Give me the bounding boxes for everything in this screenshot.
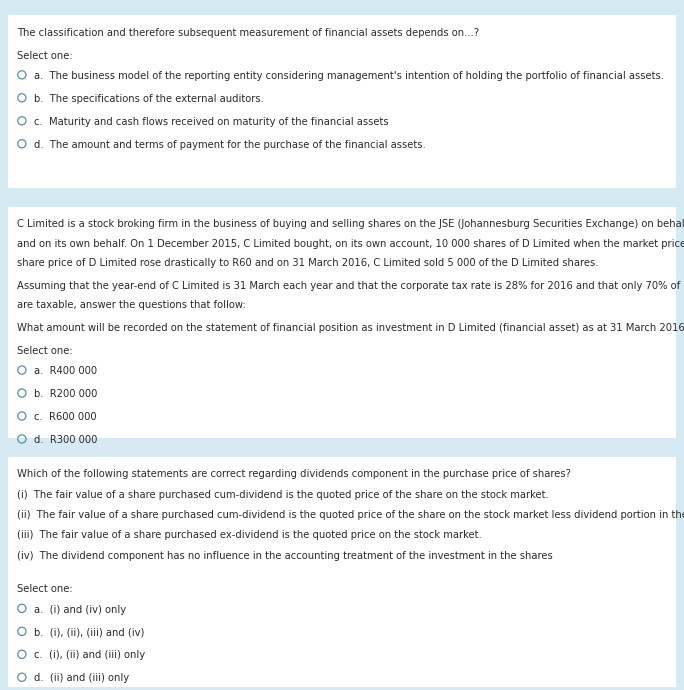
Text: c.  (i), (ii) and (iii) only: c. (i), (ii) and (iii) only — [34, 651, 145, 660]
Text: d.  (ii) and (iii) only: d. (ii) and (iii) only — [34, 673, 129, 683]
Text: Assuming that the year-end of C Limited is 31 March each year and that the corpo: Assuming that the year-end of C Limited … — [17, 281, 684, 290]
Text: share price of D Limited rose drastically to R60 and on 31 March 2016, C Limited: share price of D Limited rose drasticall… — [17, 257, 598, 268]
Text: (iii)  The fair value of a share purchased ex-dividend is the quoted price on th: (iii) The fair value of a share purchase… — [17, 531, 482, 540]
Text: d.  The amount and terms of payment for the purchase of the financial assets.: d. The amount and terms of payment for t… — [34, 140, 426, 150]
Text: a.  R400 000: a. R400 000 — [34, 366, 97, 376]
Text: are taxable, answer the questions that follow:: are taxable, answer the questions that f… — [17, 300, 246, 310]
Text: d.  R300 000: d. R300 000 — [34, 435, 98, 445]
Text: a.  The business model of the reporting entity considering management's intentio: a. The business model of the reporting e… — [34, 71, 664, 81]
Text: Select one:: Select one: — [17, 346, 73, 356]
Text: (i)  The fair value of a share purchased cum-dividend is the quoted price of the: (i) The fair value of a share purchased … — [17, 490, 549, 500]
Text: The classification and therefore subsequent measurement of financial assets depe: The classification and therefore subsequ… — [17, 28, 479, 37]
Text: Select one:: Select one: — [17, 50, 73, 61]
Text: b.  (i), (ii), (iii) and (iv): b. (i), (ii), (iii) and (iv) — [34, 627, 144, 638]
Text: (ii)  The fair value of a share purchased cum-dividend is the quoted price of th: (ii) The fair value of a share purchased… — [17, 510, 684, 520]
Text: C Limited is a stock broking firm in the business of buying and selling shares o: C Limited is a stock broking firm in the… — [17, 219, 684, 229]
Text: c.  R600 000: c. R600 000 — [34, 412, 97, 422]
Text: What amount will be recorded on the statement of financial position as investmen: What amount will be recorded on the stat… — [17, 323, 684, 333]
Text: a.  (i) and (iv) only: a. (i) and (iv) only — [34, 604, 127, 615]
Text: (iv)  The dividend component has no influence in the accounting treatment of the: (iv) The dividend component has no influ… — [17, 551, 553, 561]
Text: b.  R200 000: b. R200 000 — [34, 389, 98, 400]
Text: b.  The specifications of the external auditors.: b. The specifications of the external au… — [34, 94, 264, 104]
Text: and on its own behalf. On 1 December 2015, C Limited bought, on its own account,: and on its own behalf. On 1 December 201… — [17, 239, 684, 248]
Text: c.  Maturity and cash flows received on maturity of the financial assets: c. Maturity and cash flows received on m… — [34, 117, 389, 127]
Text: Select one:: Select one: — [17, 584, 73, 594]
Text: Which of the following statements are correct regarding dividends component in t: Which of the following statements are co… — [17, 469, 571, 479]
